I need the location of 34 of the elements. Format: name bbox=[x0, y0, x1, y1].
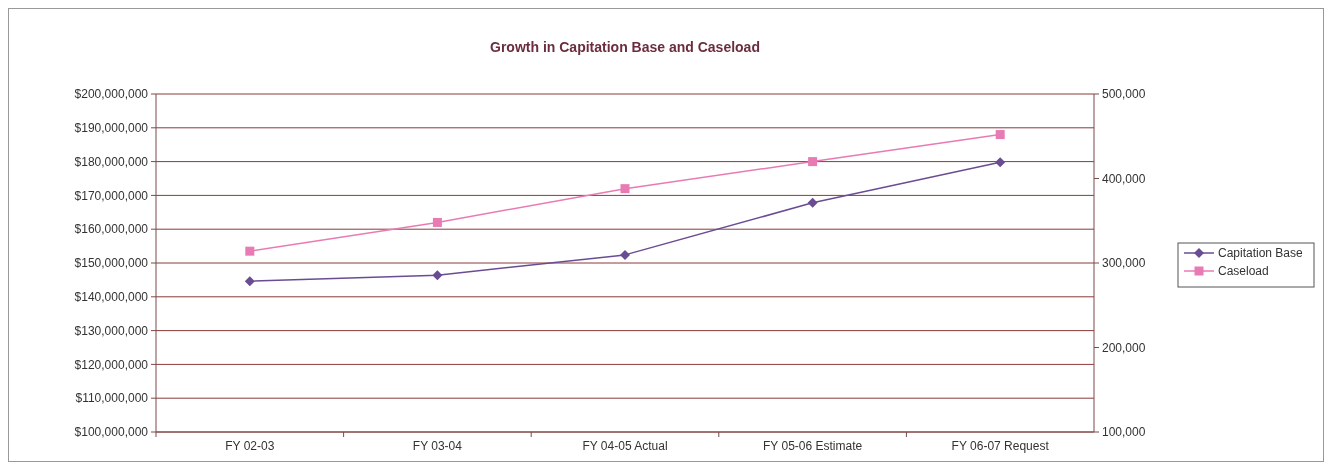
point bbox=[995, 130, 1005, 140]
point bbox=[808, 157, 818, 167]
y-tick-label: $160,000,000 bbox=[74, 222, 149, 237]
y-tick-label: $140,000,000 bbox=[74, 290, 149, 304]
x-tick-label: FY 02-03 bbox=[225, 439, 275, 453]
y-tick-label: $120,000,000 bbox=[74, 357, 149, 372]
y-tick-label: $190,000,000 bbox=[74, 121, 149, 135]
y-tick-label: $130,000,000 bbox=[74, 323, 149, 338]
legend-label: Caseload bbox=[1218, 264, 1269, 279]
y-tick-label: $170,000,000 bbox=[74, 188, 149, 203]
point bbox=[995, 157, 1006, 168]
chart-title: Growth in Capitation Base and Caseload bbox=[490, 39, 760, 55]
point bbox=[620, 184, 630, 194]
y2-tick-label: 500,000 bbox=[1102, 87, 1146, 102]
legend-label: Capitation Base bbox=[1218, 246, 1304, 261]
x-tick-label: FY 05-06 Estimate bbox=[763, 439, 863, 453]
y2-tick-label: 300,000 bbox=[1102, 256, 1146, 271]
y-tick-label: $180,000,000 bbox=[74, 154, 149, 169]
x-tick-label: FY 06-07 Request bbox=[951, 439, 1050, 453]
y2-tick-label: 400,000 bbox=[1102, 171, 1146, 186]
x-tick-label: FY 04-05 Actual bbox=[582, 439, 668, 453]
y-tick-label: $150,000,000 bbox=[74, 256, 149, 271]
point bbox=[244, 276, 255, 287]
point bbox=[807, 197, 818, 208]
y-tick-label: $110,000,000 bbox=[75, 391, 149, 406]
point bbox=[432, 270, 443, 281]
y-tick-label: $200,000,000 bbox=[74, 87, 149, 102]
point bbox=[245, 246, 255, 256]
y-tick-label: $100,000,000 bbox=[74, 425, 149, 440]
point bbox=[432, 217, 442, 227]
point bbox=[620, 249, 630, 260]
y2-tick-label: 200,000 bbox=[1102, 340, 1146, 355]
y2-tick-label: 100,000 bbox=[1102, 425, 1146, 440]
x-tick-label: FY 03-04 bbox=[412, 439, 463, 453]
